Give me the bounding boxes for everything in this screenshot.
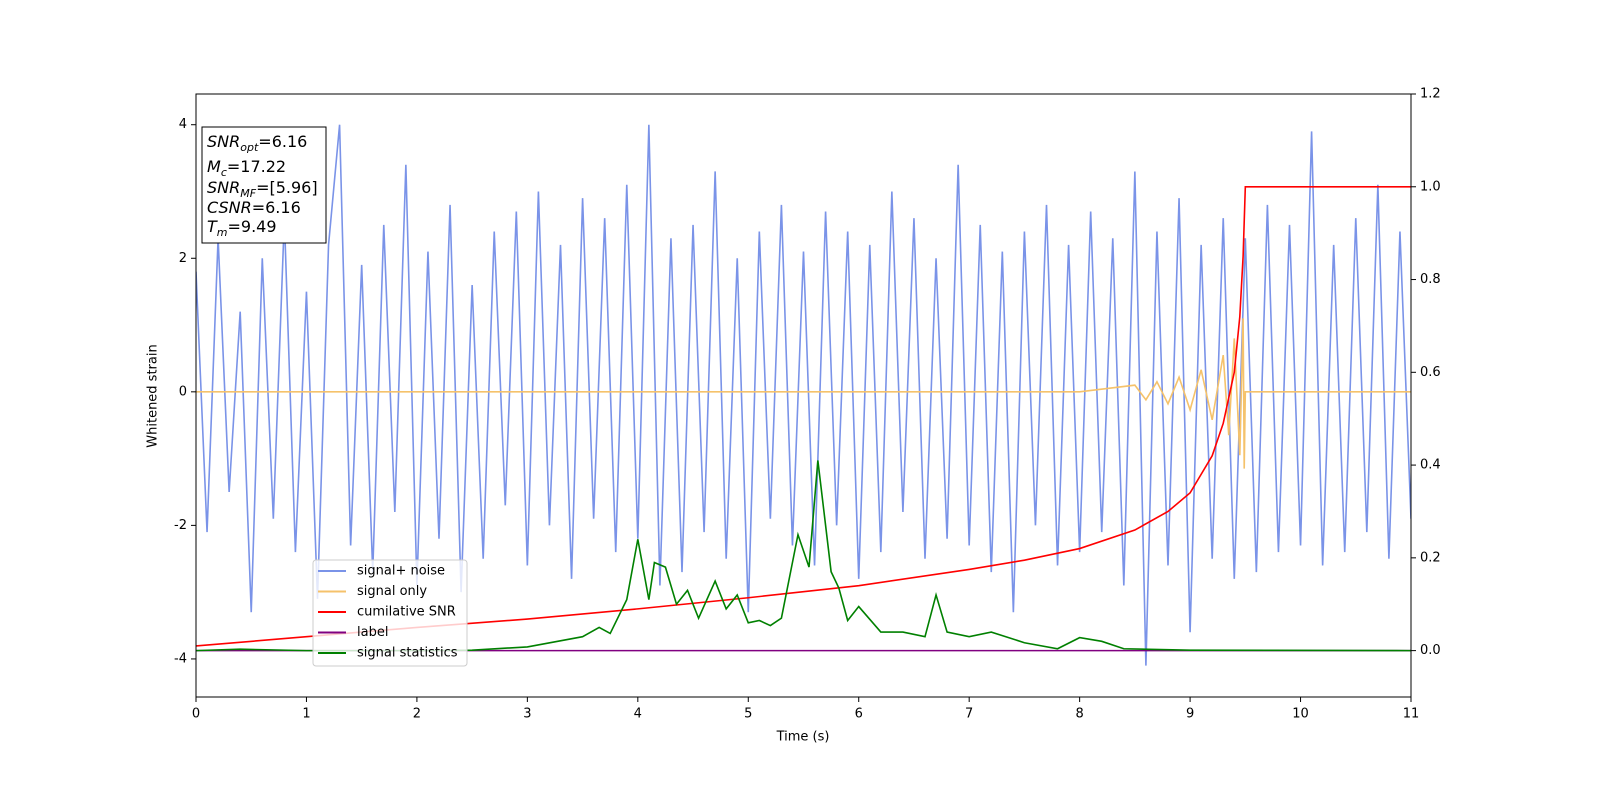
x-tick-label: 2 — [413, 707, 421, 722]
x-axis-label: Time (s) — [776, 730, 830, 745]
x-tick-label: 4 — [634, 707, 642, 722]
y2-tick-label: 0.8 — [1420, 272, 1441, 287]
y2-tick-label: 0.6 — [1420, 365, 1441, 380]
annotation-frame — [201, 126, 327, 244]
y2-tick-label: 0.2 — [1420, 550, 1441, 565]
annotation-symbol: M — [207, 157, 221, 176]
x-tick-label: 7 — [965, 707, 973, 722]
annotation-value: =17.22 — [227, 157, 286, 176]
annotation-text: SNRMF=[5.96] — [207, 178, 318, 200]
annotation-symbol: SNR — [207, 178, 240, 197]
series-line — [196, 460, 1411, 652]
x-tick-label: 10 — [1292, 707, 1309, 722]
annotation-subscript: m — [217, 226, 228, 239]
series-line — [196, 185, 1411, 647]
annotation-value: =9.49 — [228, 217, 277, 236]
y2-tick-label: 0.0 — [1420, 643, 1441, 658]
annotation-subscript: opt — [240, 141, 259, 154]
y-tick-label: 0 — [179, 384, 187, 399]
y-tick-label: -4 — [174, 651, 187, 666]
x-tick-label: 9 — [1186, 707, 1194, 722]
y-tick-label: 4 — [179, 117, 187, 132]
x-tick-label: 8 — [1075, 707, 1083, 722]
x-tick-label: 1 — [302, 707, 310, 722]
y-tick-label: 2 — [179, 251, 187, 266]
annotation-symbol: SNR — [207, 132, 240, 151]
annotation-subscript: MF — [240, 187, 256, 200]
annotation-text: Mc=17.22 — [207, 157, 286, 179]
x-tick-label: 3 — [523, 707, 531, 722]
y-tick-label: -2 — [174, 518, 187, 533]
series-line — [196, 318, 1411, 469]
annotation-symbol: T — [207, 217, 218, 236]
legend-label: cumilative SNR — [357, 605, 456, 620]
annotation-box: SNRopt=6.16Mc=17.22SNRMF=[5.96]CSNR=6.16… — [201, 126, 327, 244]
legend-frame — [312, 559, 468, 667]
annotation-text: Tm=9.49 — [207, 217, 277, 239]
series-line — [196, 124, 1411, 666]
y2-tick-label: 0.4 — [1420, 458, 1441, 473]
annotation-value: =[5.96] — [256, 178, 318, 197]
annotation-text: CSNR=6.16 — [207, 198, 301, 217]
annotation-symbol: CSNR — [207, 198, 252, 217]
y2-tick-label: 1.0 — [1420, 179, 1441, 194]
legend-label: signal+ noise — [357, 564, 445, 579]
y2-tick-label: 1.2 — [1420, 87, 1441, 102]
x-tick-label: 6 — [855, 707, 863, 722]
x-tick-label: 11 — [1403, 707, 1420, 722]
x-tick-label: 0 — [192, 707, 200, 722]
x-tick-label: 5 — [744, 707, 752, 722]
legend-label: label — [357, 625, 388, 640]
legend-label: signal only — [357, 584, 427, 599]
legend: signal+ noise signal only cumilative SNR la… — [312, 559, 468, 667]
annotation-subscript: c — [221, 166, 227, 179]
legend-label: signal statistics — [357, 646, 458, 661]
y-axis-label: Whitened strain — [146, 344, 161, 447]
annotation-value: =6.16 — [252, 198, 301, 217]
annotation-value: =6.16 — [258, 132, 307, 151]
annotation-text: SNRopt=6.16 — [207, 132, 307, 154]
axes-frame — [195, 93, 1412, 698]
